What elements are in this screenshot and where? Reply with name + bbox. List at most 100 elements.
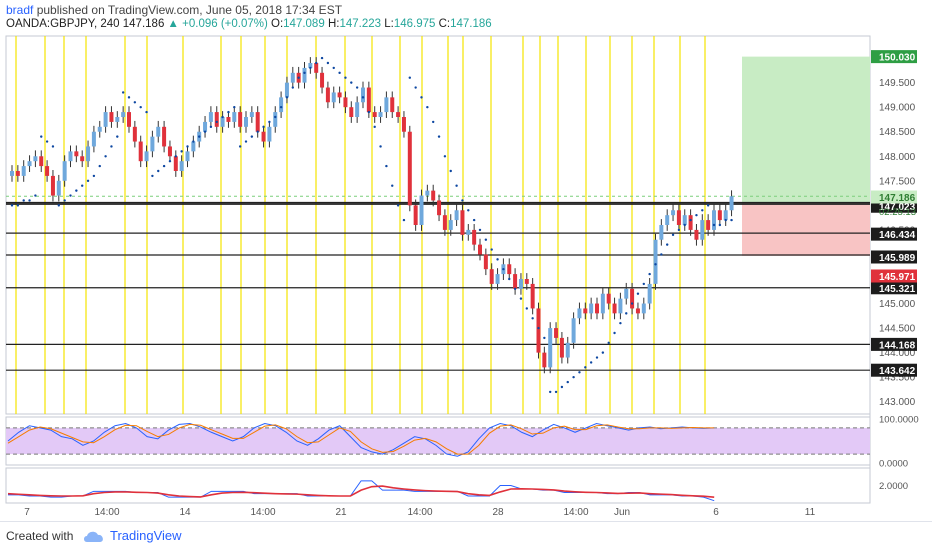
sar-dot (127, 96, 131, 99)
sar-dot (86, 179, 90, 183)
sar-dot (630, 302, 634, 305)
time-tick-label: 14:00 (250, 507, 275, 518)
level-label-box (871, 281, 917, 295)
candle-up (308, 63, 313, 68)
candle-up (10, 171, 14, 176)
candle-down (688, 215, 693, 230)
candle-down (226, 117, 231, 122)
sar-dot (543, 336, 546, 340)
sar-dot (385, 164, 388, 168)
sar-dot (391, 184, 394, 187)
sar-dot (69, 194, 72, 197)
sar-dot (157, 169, 160, 173)
candle-up (659, 225, 664, 240)
candle-up (97, 126, 102, 132)
time-tick-label: 21 (335, 507, 347, 518)
high-value: 147.223 (339, 18, 382, 30)
candle-down (437, 200, 442, 216)
change-value: +0.096 (+0.07%) (182, 18, 268, 30)
sar-dot (572, 375, 575, 379)
sar-dot (233, 105, 236, 109)
candle-down (349, 107, 354, 117)
sar-dot (449, 169, 452, 173)
sar-dot (203, 130, 207, 133)
sar-dot (332, 66, 335, 70)
candle-down (472, 229, 477, 245)
sar-dot (724, 218, 727, 222)
sar-dot (502, 267, 505, 271)
sar-dot (209, 125, 213, 129)
sar-dot (683, 223, 686, 227)
level-label: 143.642 (879, 366, 916, 377)
symbol-name[interactable]: OANDA:GBPJPY, 240 (6, 18, 120, 30)
time-tick-label: 11 (805, 507, 816, 518)
candle-down (513, 274, 518, 289)
candle-up (244, 117, 248, 127)
sar-dot (607, 341, 610, 345)
sar-dot (589, 361, 593, 364)
candle-up (518, 279, 523, 289)
stochastic-line (7, 423, 715, 457)
sar-dot (215, 120, 218, 124)
sar-dot (396, 204, 400, 207)
sar-dot (666, 243, 669, 246)
sar-dot (578, 371, 581, 374)
candle-up (723, 210, 728, 221)
sar-dot (367, 110, 371, 114)
level-label: 146.434 (879, 230, 916, 241)
price-tick-label: 148.000 (879, 152, 916, 163)
candle-down (489, 269, 494, 284)
candle-up (600, 293, 605, 314)
candle-down (167, 146, 172, 157)
candle-up (279, 97, 284, 113)
candle-down (407, 131, 412, 206)
sar-dot (595, 356, 599, 359)
sar-dot (402, 218, 406, 222)
sar-dot (40, 135, 43, 138)
sar-dot (461, 199, 464, 202)
sar-dot (513, 287, 517, 291)
candle-up (33, 156, 38, 162)
price-tick-label: 145.000 (879, 299, 916, 310)
candle-up (331, 92, 336, 103)
time-tick-label: 14:00 (407, 507, 432, 518)
sar-dot (566, 380, 569, 384)
sar-dot (81, 184, 84, 187)
price-tick-label: 143.000 (879, 397, 916, 408)
sar-dot (426, 105, 429, 109)
sar-dot (28, 199, 31, 202)
time-tick-label: 14:00 (563, 507, 588, 518)
level-label: 144.168 (879, 340, 916, 351)
lower-indicator-pane-border (5, 467, 871, 504)
target-zone (742, 56, 870, 203)
sar-dot (116, 135, 119, 138)
low-value: 146.975 (393, 18, 436, 30)
stochastic-line (7, 423, 715, 455)
sar-dot (689, 218, 692, 222)
candle-down (694, 229, 699, 240)
candle-up (454, 210, 459, 221)
price-label: 147.186 (879, 193, 916, 204)
sar-dot (484, 238, 488, 241)
sar-dot (379, 145, 382, 148)
sar-dot (198, 135, 201, 138)
sar-dot (355, 86, 359, 89)
countdown-label: 02:25:13 (879, 207, 916, 218)
candle-up (682, 215, 687, 225)
indicator-line (7, 485, 715, 498)
sar-dot (34, 194, 37, 197)
price-tick-label: 143.500 (879, 373, 916, 384)
candle-down (507, 264, 512, 275)
indicator-tick-label: 2.0000 (879, 481, 908, 492)
candle-down (612, 303, 617, 314)
candle-up (203, 121, 208, 132)
candle-down (478, 244, 482, 255)
time-tick-label: 7 (24, 507, 30, 518)
sar-dot (256, 130, 259, 133)
candle-down (162, 126, 167, 147)
tradingview-link[interactable]: TradingView (110, 528, 182, 543)
candle-down (173, 156, 178, 171)
stochastic-band (6, 427, 870, 455)
author-link[interactable]: bradf (6, 3, 34, 17)
